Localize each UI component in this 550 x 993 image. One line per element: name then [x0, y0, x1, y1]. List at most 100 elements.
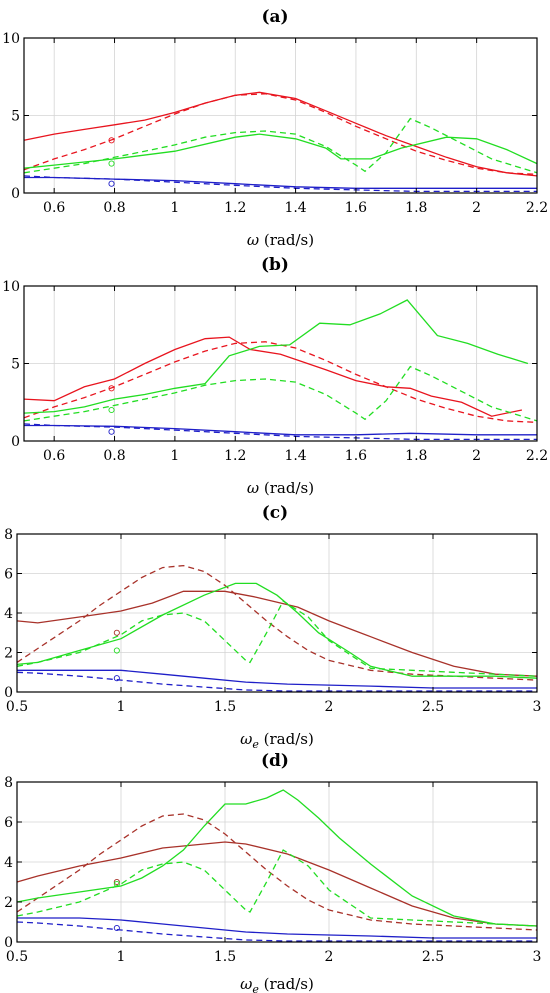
series-line-2: [23, 341, 538, 424]
x-tick-label: 1: [117, 949, 126, 965]
x-tick-label: 2: [325, 949, 334, 965]
x-axis-label: ω (rad/s): [247, 231, 314, 249]
x-tick-label: 0.5: [6, 699, 28, 715]
series-line-3: [23, 133, 538, 169]
x-axis-label: ω (rad/s): [247, 479, 314, 497]
x-axis-unit: (rad/s): [259, 231, 314, 249]
data-marker-2: [113, 880, 120, 888]
series-line-5: [24, 424, 537, 436]
series-line-1: [16, 841, 538, 927]
series-line-4: [16, 600, 538, 677]
data-marker-1: [108, 137, 115, 144]
x-axis-unit: (rad/s): [259, 479, 314, 497]
x-tick-label: 0.6: [43, 448, 65, 464]
chart-panel-2: (b) 0.6 0.8 1 1.2 1.4 1.6 1.8 2 2.2 0 5 10 ω (rad/s): [2, 255, 548, 497]
x-tick-label: 2.5: [422, 699, 444, 715]
chart-panel-1: (a) 0.6 0.8 1 1.2 1.4 1.6 1.8 2 2.2 0 5 10 ω (rad/s): [2, 7, 548, 249]
grid: [24, 286, 537, 441]
x-tick-label: 3: [533, 699, 542, 715]
x-tick-label: 1: [117, 699, 126, 715]
x-tick-label: 0.6: [43, 200, 65, 216]
x-tick-label: 1.2: [224, 448, 246, 464]
x-axis-symbol: ω: [240, 975, 252, 993]
x-tick-label: 2: [472, 200, 481, 216]
series-line-2: [23, 93, 538, 176]
x-tick-label: 2: [472, 448, 481, 464]
y-tick-label: 8: [4, 775, 13, 791]
series-line-5: [17, 917, 537, 939]
series-line-5: [24, 176, 537, 189]
y-tick-label: 0: [11, 186, 20, 202]
y-tick-label: 8: [4, 527, 13, 543]
x-tick-label: 1.5: [214, 699, 236, 715]
data-marker-2: [108, 406, 115, 414]
x-tick-label: 1: [170, 200, 179, 216]
data-marker-1: [108, 385, 115, 392]
x-tick-label: 2: [325, 699, 334, 715]
x-axis-subscript: e: [252, 983, 259, 993]
grid: [24, 38, 537, 193]
x-tick-label: 2.5: [422, 949, 444, 965]
series-line-4: [23, 117, 538, 174]
y-tick-label: 5: [11, 357, 20, 373]
y-tick-label: 4: [4, 606, 13, 622]
y-tick-label: 0: [4, 935, 13, 951]
series-line-3: [23, 299, 529, 414]
series-line-3: [16, 789, 538, 927]
x-axis-symbol: ω: [247, 231, 259, 249]
x-tick-label: 2.2: [526, 200, 548, 216]
x-tick-label: 1.4: [284, 200, 306, 216]
y-tick-label: 10: [2, 279, 20, 295]
x-axis-symbol: ω: [247, 479, 259, 497]
series-line-4: [23, 365, 538, 422]
data-marker-1: [113, 629, 120, 636]
series-line-1: [23, 336, 523, 417]
x-axis-symbol: ω: [240, 730, 252, 748]
x-tick-label: 1.2: [224, 200, 246, 216]
y-tick-label: 5: [11, 109, 20, 125]
y-tick-label: 6: [4, 567, 13, 583]
x-axis-unit: (rad/s): [259, 730, 314, 748]
data-marker-2: [108, 160, 115, 167]
series-line-2: [16, 564, 538, 681]
x-tick-label: 1.6: [345, 200, 367, 216]
series-line-4: [16, 849, 538, 927]
y-tick-label: 0: [4, 685, 13, 701]
y-tick-label: 4: [4, 855, 13, 871]
grid: [17, 782, 537, 942]
x-tick-label: 0.8: [103, 448, 125, 464]
x-axis-label: ωe (rad/s): [240, 730, 314, 751]
series-line-6: [23, 175, 537, 193]
x-tick-label: 1.6: [345, 448, 367, 464]
data-marker-3: [108, 180, 115, 187]
x-axis-subscript: e: [252, 738, 259, 751]
x-tick-label: 1: [170, 448, 179, 464]
x-tick-label: 1.8: [405, 200, 427, 216]
series-line-1: [16, 590, 538, 677]
y-tick-label: 2: [4, 646, 13, 662]
series-line-1: [23, 91, 538, 177]
series-line-2: [16, 813, 538, 931]
x-tick-label: 1.8: [405, 448, 427, 464]
panel-label: (d): [261, 751, 289, 771]
data-marker-3: [113, 924, 120, 932]
panel-label: (a): [261, 7, 288, 27]
y-tick-label: 0: [11, 434, 20, 450]
series-line-5: [17, 669, 537, 689]
x-axis-label: ωe (rad/s): [240, 975, 314, 993]
panel-label: (b): [261, 255, 289, 275]
panel-label: (c): [262, 503, 288, 523]
x-axis-unit: (rad/s): [259, 975, 314, 993]
series-line-6: [23, 423, 537, 441]
x-tick-label: 1.4: [284, 448, 306, 464]
chart-panel-3: (c) 0.5 1 1.5 2 2.5 3 0 2 4 6 8 ωe (rad/s): [4, 503, 541, 751]
series-line-3: [16, 582, 538, 679]
chart-panel-4: (d) 0.5 1 1.5 2 2.5 3 0 2 4 6 8 ωe (rad/s): [4, 751, 541, 993]
data-marker-3: [108, 428, 115, 435]
data-marker-1: [113, 878, 120, 886]
x-tick-label: 3: [533, 949, 542, 965]
data-marker-3: [113, 675, 120, 682]
y-tick-label: 6: [4, 815, 13, 831]
x-tick-label: 0.5: [6, 949, 28, 965]
